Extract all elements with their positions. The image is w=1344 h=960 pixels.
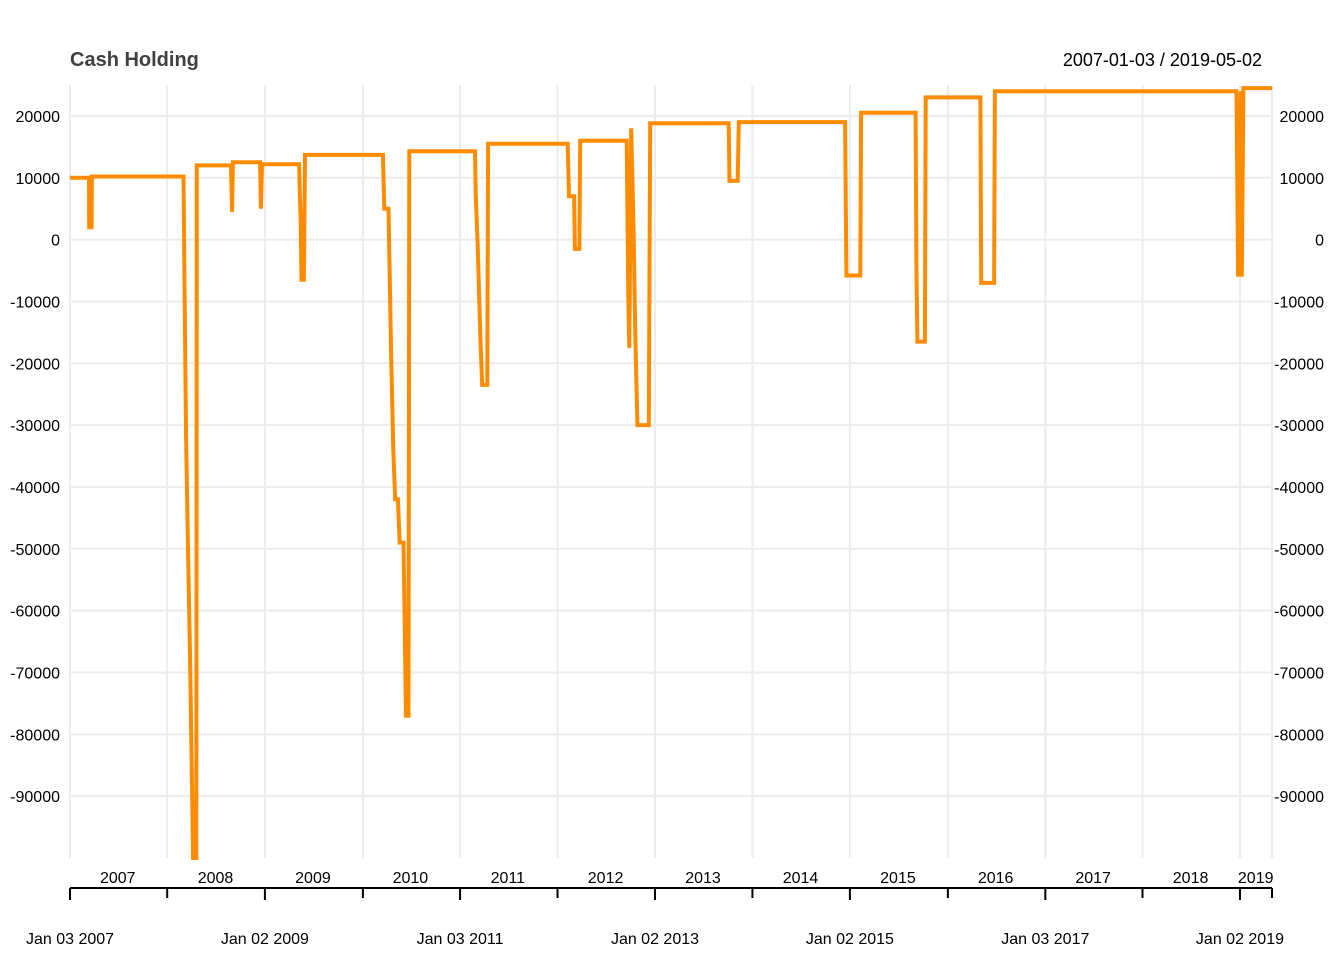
y-tick-label-right: -40000 <box>1274 480 1324 497</box>
y-tick-label-left: -90000 <box>10 789 60 806</box>
x-major-tick-label: Jan 03 2007 <box>26 931 114 948</box>
y-tick-label-left: -40000 <box>10 480 60 497</box>
y-tick-label-right: -30000 <box>1274 418 1324 435</box>
x-year-label: 2009 <box>295 870 331 887</box>
y-tick-label-right: -90000 <box>1274 789 1324 806</box>
y-tick-label-right: -80000 <box>1274 727 1324 744</box>
x-major-tick-label: Jan 02 2009 <box>221 931 309 948</box>
x-year-label: 2011 <box>491 870 526 887</box>
x-year-label: 2015 <box>880 870 916 887</box>
y-tick-label-right: 0 <box>1315 233 1324 250</box>
y-tick-label-left: 0 <box>51 233 60 250</box>
x-major-tick-label: Jan 02 2013 <box>611 931 699 948</box>
x-major-tick-label: Jan 02 2019 <box>1196 931 1284 948</box>
y-tick-label-left: 20000 <box>16 109 61 126</box>
x-year-label: 2018 <box>1173 870 1209 887</box>
y-tick-label-left: -20000 <box>10 356 60 373</box>
y-tick-label-left: -10000 <box>10 294 60 311</box>
x-major-tick-label: Jan 03 2017 <box>1001 931 1089 948</box>
series-layer <box>70 86 1272 860</box>
y-tick-label-left: -80000 <box>10 727 60 744</box>
x-year-label: 2010 <box>393 870 429 887</box>
grid-layer <box>69 85 1273 858</box>
y-tick-label-right: -10000 <box>1274 294 1324 311</box>
y-tick-label-left: -70000 <box>10 665 60 682</box>
y-tick-label-left: -30000 <box>10 418 60 435</box>
x-major-tick-label: Jan 02 2015 <box>806 931 894 948</box>
x-year-label: 2012 <box>588 870 624 887</box>
x-year-label: 2017 <box>1075 870 1111 887</box>
cash-holding-series-line <box>70 86 1272 860</box>
y-tick-label-right: -70000 <box>1274 665 1324 682</box>
x-year-label: 2007 <box>100 870 136 887</box>
y-tick-label-right: -60000 <box>1274 604 1324 621</box>
x-year-label: 2014 <box>783 870 819 887</box>
y-tick-label-right: 10000 <box>1280 171 1325 188</box>
y-tick-label-right: -20000 <box>1274 356 1324 373</box>
x-year-label: 2008 <box>198 870 234 887</box>
x-year-label: 2019 <box>1238 870 1274 887</box>
y-tick-label-right: 20000 <box>1280 109 1325 126</box>
x-year-label: 2013 <box>685 870 721 887</box>
y-tick-label-right: -50000 <box>1274 542 1324 559</box>
x-major-tick-label: Jan 03 2011 <box>417 931 504 948</box>
x-year-label: 2016 <box>978 870 1014 887</box>
date-range-label: 2007-01-03 / 2019-05-02 <box>1063 50 1262 70</box>
y-tick-label-left: -50000 <box>10 542 60 559</box>
y-tick-label-left: -60000 <box>10 604 60 621</box>
axis-layer: 20000 20000 10000 10000 0 0 -10000 -10000 -20000… <box>10 109 1324 948</box>
chart-title: Cash Holding <box>70 49 199 71</box>
y-tick-label-left: 10000 <box>16 171 61 188</box>
